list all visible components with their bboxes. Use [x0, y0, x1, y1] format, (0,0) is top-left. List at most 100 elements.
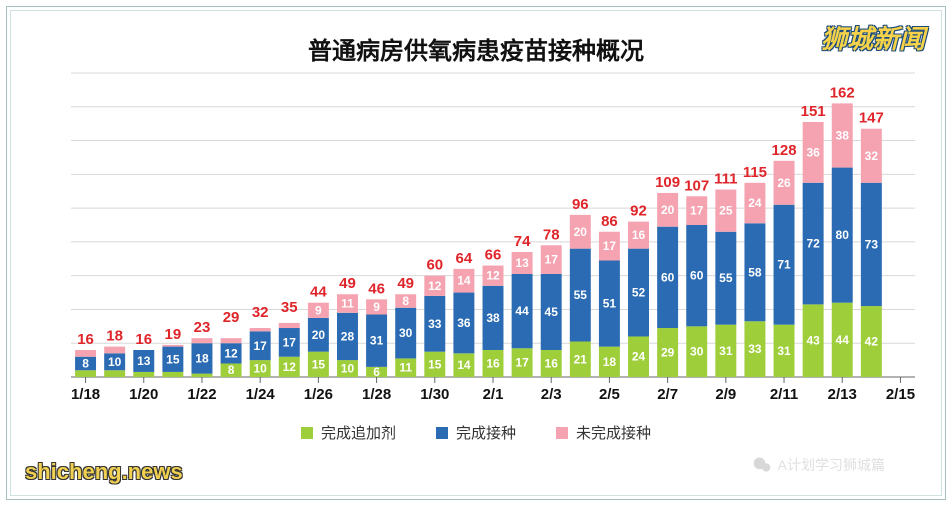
watermark-bottom-left: shicheng.news: [25, 459, 183, 485]
x-tick-label: 2/9: [715, 386, 736, 403]
bar-label: 20: [574, 225, 588, 239]
bar-label: 71: [777, 258, 791, 272]
bar-total-label: 49: [339, 275, 356, 292]
bar-label: 12: [486, 269, 500, 283]
x-tick-label: 1/18: [71, 386, 100, 403]
bar-label: 31: [719, 344, 733, 358]
bar-label: 17: [690, 204, 704, 218]
bar-total-label: 151: [801, 103, 826, 120]
bar-label: 55: [719, 271, 733, 285]
bar-label: 13: [137, 354, 151, 368]
bar-unvacc: [250, 328, 271, 331]
bar-label: 10: [108, 355, 122, 369]
bar-label: 44: [515, 304, 529, 318]
bar-label: 24: [748, 196, 762, 210]
x-tick-label: 2/3: [541, 386, 562, 403]
x-tick-label: 2/15: [886, 386, 915, 403]
bar-label: 17: [253, 339, 267, 353]
bar-label: 42: [865, 335, 879, 349]
bar-label: 25: [719, 204, 733, 218]
bar-total-label: 23: [194, 319, 211, 336]
bar-label: 21: [574, 352, 588, 366]
bar-label: 13: [515, 256, 529, 270]
legend-item-vaccinated: 完成接种: [436, 422, 516, 443]
bar-total-label: 74: [514, 233, 531, 250]
bar-label: 11: [341, 297, 354, 311]
bar-label: 73: [865, 237, 879, 251]
x-tick-label: 2/13: [828, 386, 857, 403]
bar-label: 26: [777, 176, 791, 190]
bar-label: 16: [545, 356, 559, 370]
bar-booster: [104, 370, 125, 377]
bar-label: 15: [428, 357, 442, 371]
bar-label: 60: [690, 269, 704, 283]
x-tick-label: 1/20: [129, 386, 158, 403]
chart-title: 普通病房供氧病患疫苗接种概况: [7, 31, 945, 66]
bar-unvacc: [191, 338, 212, 343]
bar-label: 8: [402, 294, 409, 308]
bar-label: 20: [661, 203, 675, 217]
bar-label: 9: [373, 300, 380, 314]
bar-label: 60: [661, 270, 675, 284]
bar-label: 31: [370, 334, 384, 348]
bar-total-label: 60: [426, 257, 443, 274]
bar-booster: [75, 370, 96, 377]
bar-total-label: 128: [772, 142, 797, 159]
bar-label: 43: [806, 334, 820, 348]
bar-total-label: 29: [223, 309, 240, 326]
bar-label: 18: [195, 351, 209, 365]
watermark-top-right: 狮城新闻: [821, 19, 925, 56]
bar-label: 44: [836, 333, 850, 347]
bar-total-label: 49: [397, 275, 414, 292]
bar-total-label: 96: [572, 196, 589, 213]
x-tick-label: 2/5: [599, 386, 620, 403]
bar-label: 33: [428, 317, 442, 331]
bar-total-label: 35: [281, 299, 298, 316]
bar-total-label: 16: [77, 331, 94, 348]
x-tick-label: 1/26: [304, 386, 333, 403]
bar-label: 8: [82, 356, 89, 370]
legend-item-booster: 完成追加剂: [301, 422, 396, 443]
bar-label: 36: [457, 316, 471, 330]
bar-label: 12: [428, 279, 442, 293]
bar-unvacc: [104, 347, 125, 354]
bar-total-label: 32: [252, 304, 269, 321]
bar-label: 51: [603, 297, 617, 311]
bar-total-label: 111: [714, 171, 737, 188]
bar-label: 30: [690, 345, 704, 359]
legend-item-unvaccinated: 未完成接种: [556, 422, 651, 443]
bar-label: 55: [574, 288, 588, 302]
chart-plot: 0204060801001201401601808161018131615191…: [71, 69, 915, 403]
x-tick-label: 2/7: [657, 386, 678, 403]
bar-label: 80: [836, 228, 850, 242]
bar-label: 12: [224, 346, 238, 360]
bar-label: 38: [836, 128, 850, 142]
bar-label: 16: [486, 356, 500, 370]
bar-unvacc: [162, 345, 183, 347]
x-tick-label: 2/11: [770, 386, 798, 403]
bar-booster: [162, 372, 183, 377]
bar-total-label: 19: [165, 326, 182, 343]
bar-label: 45: [545, 305, 559, 319]
bar-total-label: 64: [456, 250, 473, 267]
bar-label: 11: [399, 361, 412, 375]
bar-booster: [133, 372, 154, 377]
bar-unvacc: [279, 323, 300, 328]
bar-label: 28: [341, 329, 355, 343]
bar-label: 12: [283, 360, 297, 374]
bar-label: 31: [777, 344, 791, 358]
bar-label: 16: [632, 228, 646, 242]
bar-total-label: 115: [743, 164, 767, 181]
bar-label: 14: [457, 358, 471, 372]
bar-total-label: 16: [135, 331, 152, 348]
bar-label: 6: [373, 365, 380, 379]
bar-label: 36: [806, 145, 820, 159]
bar-label: 14: [457, 274, 471, 288]
bar-label: 24: [632, 350, 646, 364]
x-tick-label: 2/1: [483, 386, 504, 403]
bar-label: 58: [748, 265, 762, 279]
bar-total-label: 92: [630, 203, 647, 220]
bar-label: 72: [806, 237, 820, 251]
bar-label: 30: [399, 326, 413, 340]
bar-label: 17: [545, 253, 559, 267]
